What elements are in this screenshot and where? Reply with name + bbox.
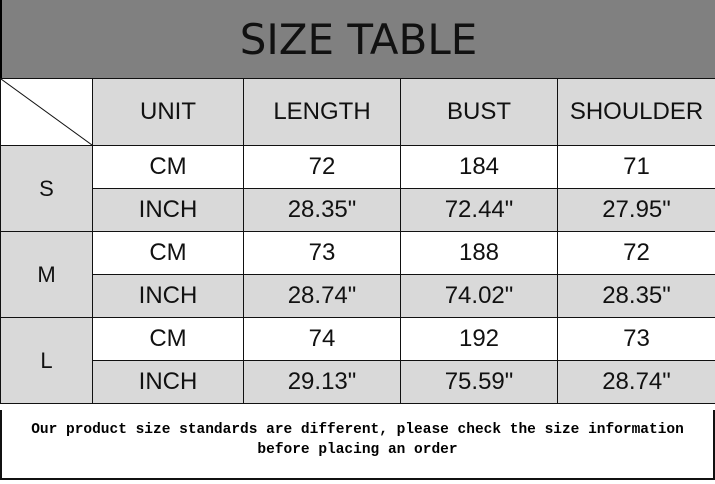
unit-cell: CM	[92, 145, 244, 189]
table-title: SIZE TABLE	[0, 0, 715, 78]
value-cell: 74.02"	[400, 274, 558, 318]
table-row: M CM 73 188 72	[0, 231, 715, 318]
table-row: INCH 28.74" 74.02" 28.35"	[1, 274, 715, 318]
value-cell: 28.35"	[557, 274, 715, 318]
unit-cell: CM	[92, 231, 244, 275]
value-cell: 184	[400, 145, 558, 189]
value-cell: 27.95"	[557, 188, 715, 232]
header-shoulder: SHOULDER	[557, 78, 715, 146]
value-cell: 75.59"	[400, 360, 558, 404]
table-row: INCH 28.35" 72.44" 27.95"	[1, 188, 715, 232]
header-length: LENGTH	[243, 78, 401, 146]
table-row: S CM 72 184 71	[0, 145, 715, 232]
value-cell: 28.35"	[243, 188, 401, 232]
unit-cell: INCH	[92, 274, 244, 318]
value-cell: 71	[557, 145, 715, 189]
header-row: UNIT LENGTH BUST SHOULDER	[0, 78, 715, 146]
unit-cell: INCH	[92, 188, 244, 232]
size-label: M	[0, 231, 93, 318]
size-note: Our product size standards are different…	[0, 410, 715, 480]
value-cell: 73	[243, 231, 401, 275]
value-cell: 28.74"	[557, 360, 715, 404]
size-table: UNIT LENGTH BUST SHOULDER S CM 72 184 71 INCH…	[0, 78, 715, 404]
corner-cell	[0, 78, 93, 146]
value-cell: 74	[243, 317, 401, 361]
value-cell: 73	[557, 317, 715, 361]
size-label: L	[0, 317, 93, 404]
diagonal-line	[1, 79, 92, 145]
unit-cell: CM	[92, 317, 244, 361]
unit-cell: INCH	[92, 360, 244, 404]
table-row: L CM 74 192 73	[0, 317, 715, 404]
value-cell: 72.44"	[400, 188, 558, 232]
table-row: INCH 29.13" 75.59" 28.74"	[1, 360, 715, 404]
value-cell: 188	[400, 231, 558, 275]
header-unit: UNIT	[92, 78, 244, 146]
header-bust: BUST	[400, 78, 558, 146]
value-cell: 192	[400, 317, 558, 361]
size-label: S	[0, 145, 93, 232]
value-cell: 72	[243, 145, 401, 189]
value-cell: 72	[557, 231, 715, 275]
value-cell: 28.74"	[243, 274, 401, 318]
value-cell: 29.13"	[243, 360, 401, 404]
